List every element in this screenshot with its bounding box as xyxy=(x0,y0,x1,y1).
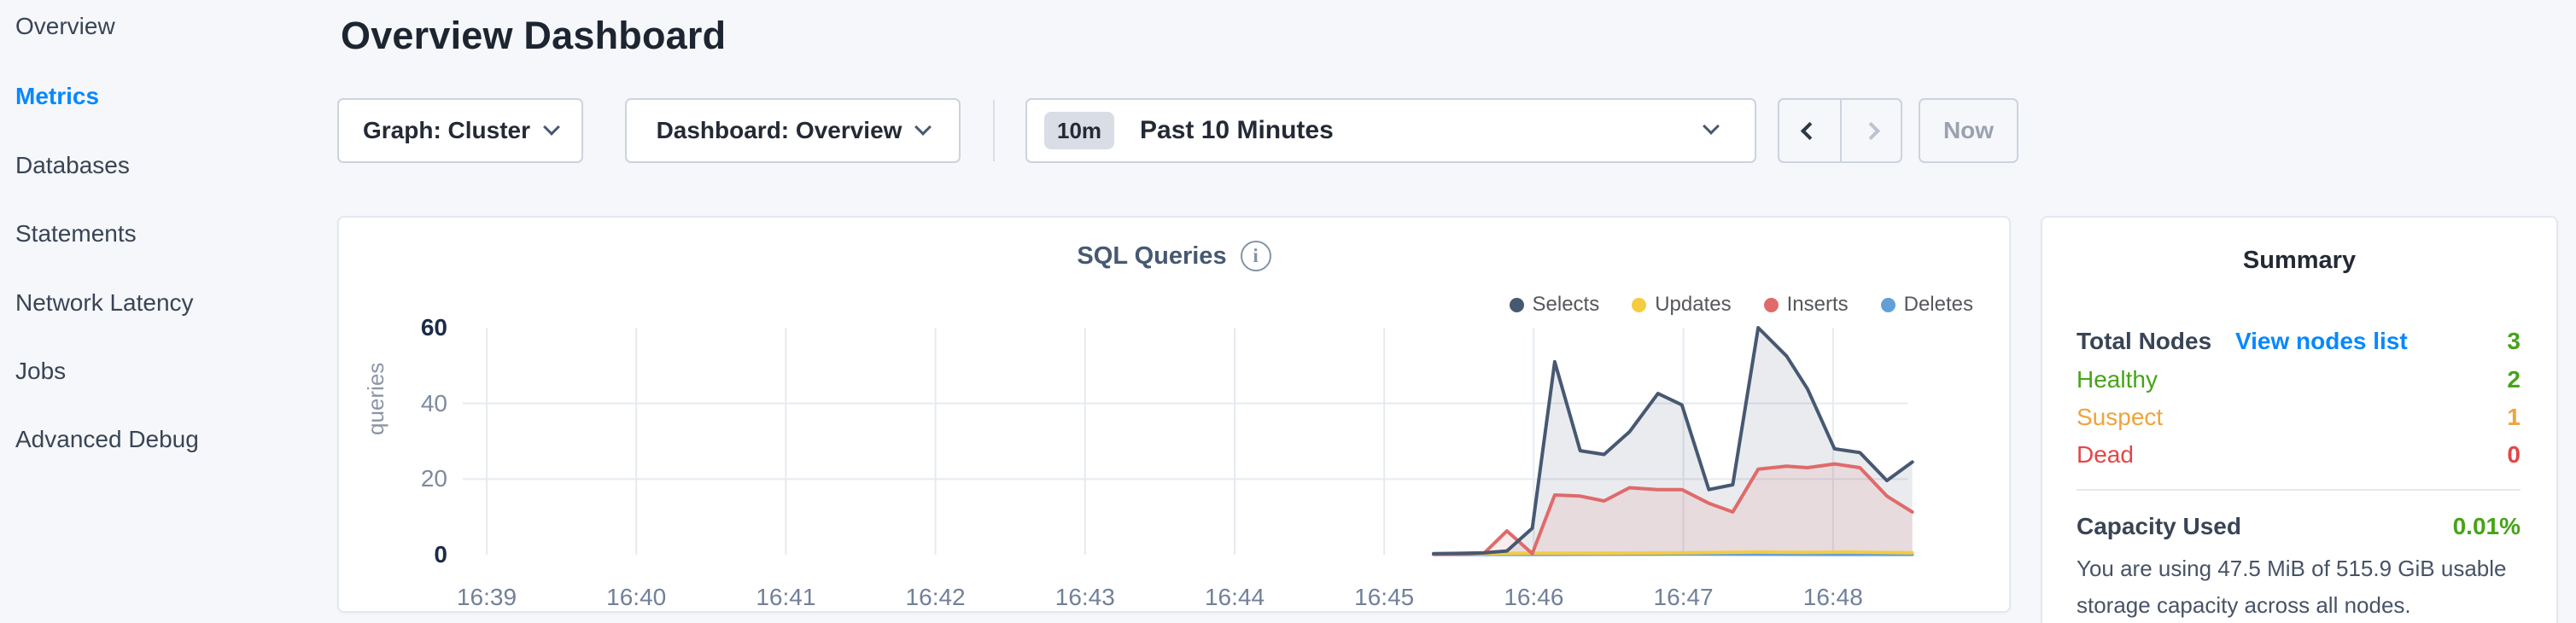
graph-source-dropdown[interactable]: Graph: Cluster xyxy=(337,98,583,163)
series-area-inserts xyxy=(1434,463,1913,555)
sidebar-item-statements[interactable]: Statements xyxy=(15,220,137,247)
dashboard-dropdown-label: Dashboard: Overview xyxy=(656,117,902,143)
summary-row-dead: Dead 0 xyxy=(2077,440,2521,470)
time-range-label: Past 10 Minutes xyxy=(1140,116,1334,144)
x-tick-label: 16:39 xyxy=(456,584,517,610)
sql-queries-plot xyxy=(463,326,1914,556)
capacity-used-row: Capacity Used 0.01% xyxy=(2077,511,2521,542)
y-tick-label: 0 xyxy=(434,541,447,568)
chart-legend: Selects Updates Inserts Deletes xyxy=(1509,293,1973,317)
summary-title: Summary xyxy=(2242,247,2357,274)
total-nodes-label: Total Nodes xyxy=(2077,328,2212,354)
sidebar-item-overview[interactable]: Overview xyxy=(15,13,115,39)
chevron-right-icon xyxy=(1861,121,1881,140)
chevron-down-icon xyxy=(1703,118,1720,135)
chevron-down-icon xyxy=(543,119,560,136)
legend-label: Deletes xyxy=(1903,293,1973,316)
legend-dot xyxy=(1880,297,1895,312)
chevron-down-icon xyxy=(914,119,932,136)
legend-label: Inserts xyxy=(1786,293,1849,316)
legend-item-deletes: Deletes xyxy=(1880,293,1973,317)
sql-queries-chart-card: SQL Queries i Selects Updates Inserts Delet… xyxy=(337,216,2011,613)
x-tick-label: 16:44 xyxy=(1204,584,1265,610)
legend-item-selects: Selects xyxy=(1509,293,1600,317)
chart-title: SQL Queries xyxy=(1077,242,1227,270)
time-next-button[interactable] xyxy=(1840,100,1901,161)
summary-panel: Summary Total Nodes View nodes list 3 He… xyxy=(2041,216,2558,623)
x-tick-label: 16:46 xyxy=(1504,584,1564,610)
capacity-used-value: 0.01% xyxy=(2452,513,2521,539)
x-tick-label: 16:40 xyxy=(606,584,667,610)
x-tick-label: 16:48 xyxy=(1802,584,1863,610)
time-range-badge: 10m xyxy=(1044,112,1115,149)
x-tick-label: 16:43 xyxy=(1054,584,1115,610)
sidebar-item-jobs[interactable]: Jobs xyxy=(15,358,67,384)
chevron-left-icon xyxy=(1800,121,1820,140)
y-tick-label: 60 xyxy=(420,314,447,341)
summary-divider xyxy=(2077,489,2521,491)
capacity-used-label: Capacity Used xyxy=(2077,513,2241,539)
capacity-note: You are using 47.5 MiB of 515.9 GiB usab… xyxy=(2077,556,2507,618)
total-nodes-value: 3 xyxy=(2507,328,2521,354)
view-nodes-list-link[interactable]: View nodes list xyxy=(2234,328,2408,354)
summary-row-value: 2 xyxy=(2507,366,2521,393)
graph-source-dropdown-label: Graph: Cluster xyxy=(362,117,531,143)
y-tick-label: 40 xyxy=(420,389,447,416)
legend-dot xyxy=(1632,297,1647,312)
sidebar-item-network-latency[interactable]: Network Latency xyxy=(15,289,194,316)
summary-row-healthy: Healthy 2 xyxy=(2077,364,2521,395)
legend-label: Updates xyxy=(1655,293,1732,316)
info-icon[interactable]: i xyxy=(1240,241,1271,271)
summary-row-label: Healthy xyxy=(2077,366,2158,393)
page-title: Overview Dashboard xyxy=(341,14,727,57)
summary-row-value: 0 xyxy=(2507,441,2521,468)
dashboard-dropdown[interactable]: Dashboard: Overview xyxy=(625,98,961,163)
sidebar: Overview Metrics Databases Statements Networ… xyxy=(0,0,333,623)
series-line-selects xyxy=(1432,326,1914,556)
dashboard-controls: Graph: Cluster Dashboard: Overview 10m P… xyxy=(337,98,2018,163)
x-tick-label: 16:47 xyxy=(1653,584,1714,610)
legend-dot xyxy=(1763,297,1779,312)
x-tick-label: 16:45 xyxy=(1354,584,1415,610)
legend-item-inserts: Inserts xyxy=(1763,293,1849,317)
y-tick-label: 20 xyxy=(420,465,447,492)
sidebar-item-databases[interactable]: Databases xyxy=(15,152,130,178)
legend-dot xyxy=(1509,297,1524,312)
summary-row-label: Dead xyxy=(2077,441,2134,468)
now-button[interactable]: Now xyxy=(1919,98,2018,163)
chart-title-row: SQL Queries i xyxy=(339,241,2009,271)
summary-row-value: 1 xyxy=(2507,404,2521,430)
controls-divider xyxy=(993,100,995,161)
x-tick-label: 16:41 xyxy=(756,584,816,610)
time-range-dropdown[interactable]: 10m Past 10 Minutes xyxy=(1025,98,1756,163)
time-prev-button[interactable] xyxy=(1779,100,1840,161)
total-nodes-row: Total Nodes View nodes list 3 xyxy=(2077,326,2521,357)
summary-row-suspect: Suspect 1 xyxy=(2077,402,2521,433)
time-pager xyxy=(1778,98,1902,163)
series-line-inserts xyxy=(1432,462,1914,556)
x-tick-label: 16:42 xyxy=(905,584,966,610)
sidebar-item-metrics[interactable]: Metrics xyxy=(15,83,100,109)
legend-item-updates: Updates xyxy=(1632,293,1732,317)
series-line-updates xyxy=(1432,550,1914,556)
legend-label: Selects xyxy=(1532,293,1600,316)
summary-row-label: Suspect xyxy=(2077,404,2164,430)
sidebar-item-advanced-debug[interactable]: Advanced Debug xyxy=(15,426,199,452)
